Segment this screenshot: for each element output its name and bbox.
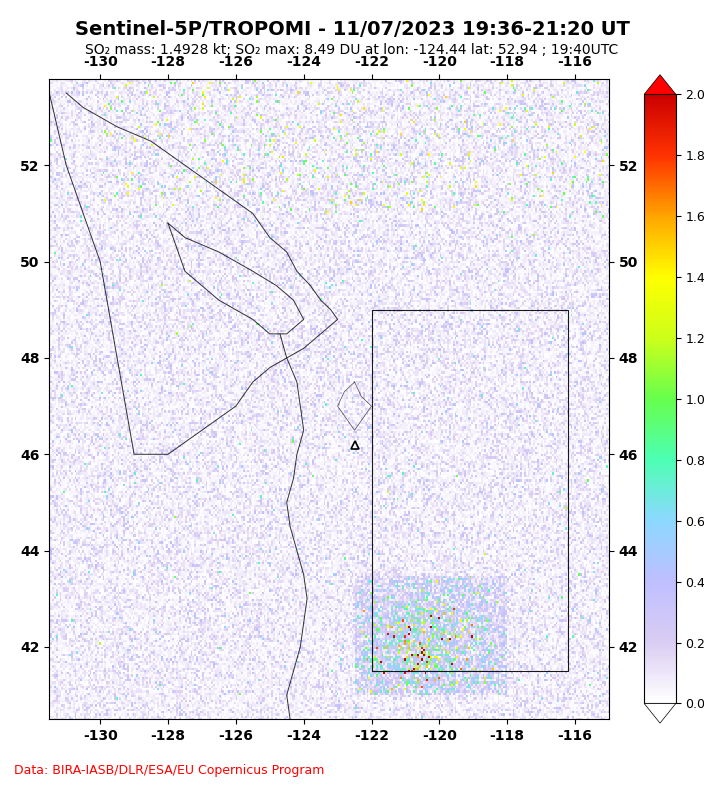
Text: Data: BIRA-IASB/DLR/ESA/EU Copernicus Program: Data: BIRA-IASB/DLR/ESA/EU Copernicus Pr… — [14, 763, 325, 777]
Text: SO₂ mass: 1.4928 kt; SO₂ max: 8.49 DU at lon: -124.44 lat: 52.94 ; 19:40UTC: SO₂ mass: 1.4928 kt; SO₂ max: 8.49 DU at… — [85, 43, 619, 57]
Text: Sentinel-5P/TROPOMI - 11/07/2023 19:36-21:20 UT: Sentinel-5P/TROPOMI - 11/07/2023 19:36-2… — [75, 20, 629, 39]
